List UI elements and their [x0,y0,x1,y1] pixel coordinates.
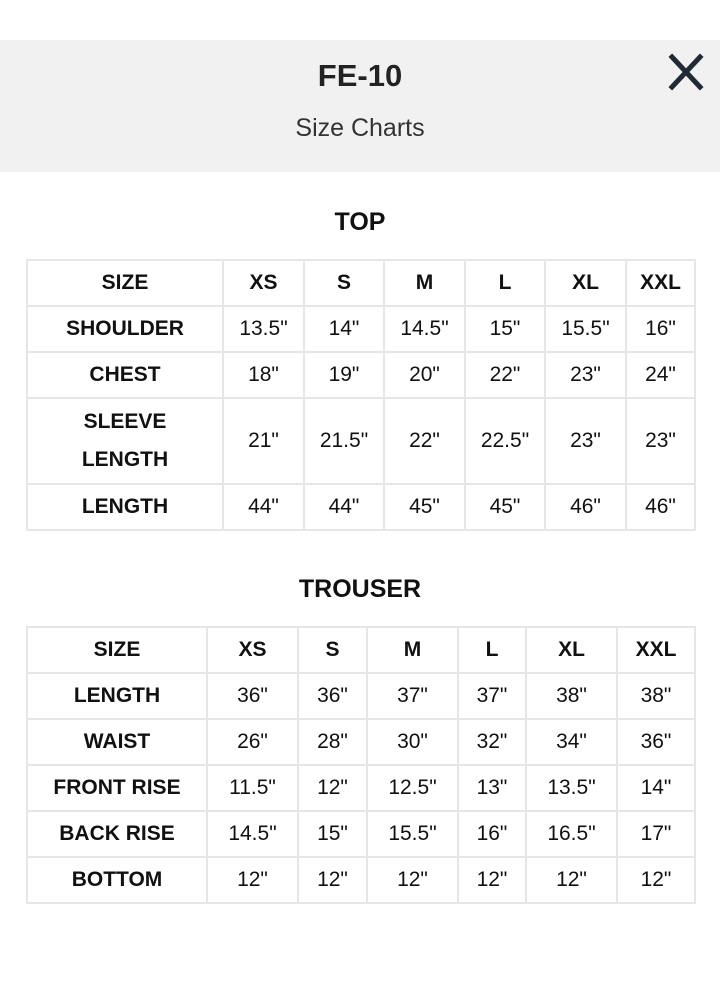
top-heading: TOP [334,208,386,236]
table-cell: 12" [297,764,368,812]
table-cell: 36" [616,718,696,766]
table-cell: 12" [457,856,527,904]
table-cell: 11.5" [206,764,299,812]
column-header: XL [525,626,618,674]
trouser-heading: TROUSER [298,575,422,603]
top-size-table: SIZE XS S M L XL XXL SHOULDER 13.5" 14" 14.5" 15" 15… [26,259,696,531]
table-cell: 12" [206,856,299,904]
table-cell: 12.5" [366,764,459,812]
table-cell: 37" [457,672,527,720]
table-cell: 44" [222,483,305,531]
table-cell: 14" [616,764,696,812]
table-cell: 46" [625,483,696,531]
modal-header: FE-10 Size Charts [0,40,720,172]
column-header: SIZE [26,259,224,307]
table-cell: 45" [464,483,546,531]
row-label: WAIST [26,718,208,766]
column-header: XS [206,626,299,674]
table-cell: 28" [297,718,368,766]
table-cell: 22.5" [464,397,546,485]
column-header: M [383,259,466,307]
column-header: L [464,259,546,307]
table-cell: 14" [303,305,385,353]
table-cell: 34" [525,718,618,766]
table-row: WAIST 26" 28" 30" 32" 34" 36" [26,718,696,766]
column-header: M [366,626,459,674]
table-cell: 45" [383,483,466,531]
table-cell: 12" [616,856,696,904]
row-label: BACK RISE [26,810,208,858]
table-row: CHEST 18" 19" 20" 22" 23" 24" [26,351,696,399]
table-cell: 38" [525,672,618,720]
table-cell: 16.5" [525,810,618,858]
table-row: BOTTOM 12" 12" 12" 12" 12" 12" [26,856,696,904]
row-label: LENGTH [26,672,208,720]
table-row: SHOULDER 13.5" 14" 14.5" 15" 15.5" 16" [26,305,696,353]
table-cell: 30" [366,718,459,766]
row-label: FRONT RISE [26,764,208,812]
table-row: FRONT RISE 11.5" 12" 12.5" 13" 13.5" 14" [26,764,696,812]
table-cell: 22" [383,397,466,485]
table-cell: 15.5" [544,305,627,353]
table-cell: 36" [297,672,368,720]
table-cell: 23" [544,397,627,485]
table-cell: 36" [206,672,299,720]
table-cell: 32" [457,718,527,766]
row-label: SLEEVE LENGTH [26,397,224,485]
table-cell: 46" [544,483,627,531]
column-header: XXL [616,626,696,674]
table-cell: 26" [206,718,299,766]
table-cell: 12" [525,856,618,904]
table-cell: 37" [366,672,459,720]
column-header: L [457,626,527,674]
table-cell: 15" [464,305,546,353]
table-cell: 13.5" [525,764,618,812]
row-label: CHEST [26,351,224,399]
table-cell: 17" [616,810,696,858]
table-cell: 13.5" [222,305,305,353]
table-row: BACK RISE 14.5" 15" 15.5" 16" 16.5" 17" [26,810,696,858]
table-row: LENGTH 36" 36" 37" 37" 38" 38" [26,672,696,720]
table-cell: 12" [366,856,459,904]
table-cell: 16" [457,810,527,858]
table-cell: 18" [222,351,305,399]
table-cell: 14.5" [383,305,466,353]
table-cell: 21" [222,397,305,485]
table-cell: 23" [544,351,627,399]
table-cell: 21.5" [303,397,385,485]
header-row: SIZE XS S M L XL XXL [26,626,696,674]
trouser-size-table: SIZE XS S M L XL XXL LENGTH 36" 36" 37" 37" 38" 38" WA… [26,626,696,904]
table-cell: 38" [616,672,696,720]
table-cell: 22" [464,351,546,399]
row-label: LENGTH [26,483,224,531]
row-label: BOTTOM [26,856,208,904]
table-cell: 23" [625,397,696,485]
product-title: FE-10 [317,58,403,93]
table-cell: 14.5" [206,810,299,858]
table-cell: 12" [297,856,368,904]
column-header: XL [544,259,627,307]
column-header: S [303,259,385,307]
close-icon[interactable] [666,52,706,92]
table-cell: 16" [625,305,696,353]
column-header: XS [222,259,305,307]
table-row: LENGTH 44" 44" 45" 45" 46" 46" [26,483,696,531]
row-label: SHOULDER [26,305,224,353]
table-cell: 13" [457,764,527,812]
table-cell: 15" [297,810,368,858]
column-header: SIZE [26,626,208,674]
table-cell: 19" [303,351,385,399]
table-cell: 15.5" [366,810,459,858]
column-header: XXL [625,259,696,307]
modal-subtitle: Size Charts [295,114,425,142]
table-cell: 44" [303,483,385,531]
header-row: SIZE XS S M L XL XXL [26,259,696,307]
column-header: S [297,626,368,674]
close-button[interactable] [666,52,706,92]
table-cell: 20" [383,351,466,399]
table-cell: 24" [625,351,696,399]
table-row: SLEEVE LENGTH 21" 21.5" 22" 22.5" 23" 23" [26,397,696,485]
